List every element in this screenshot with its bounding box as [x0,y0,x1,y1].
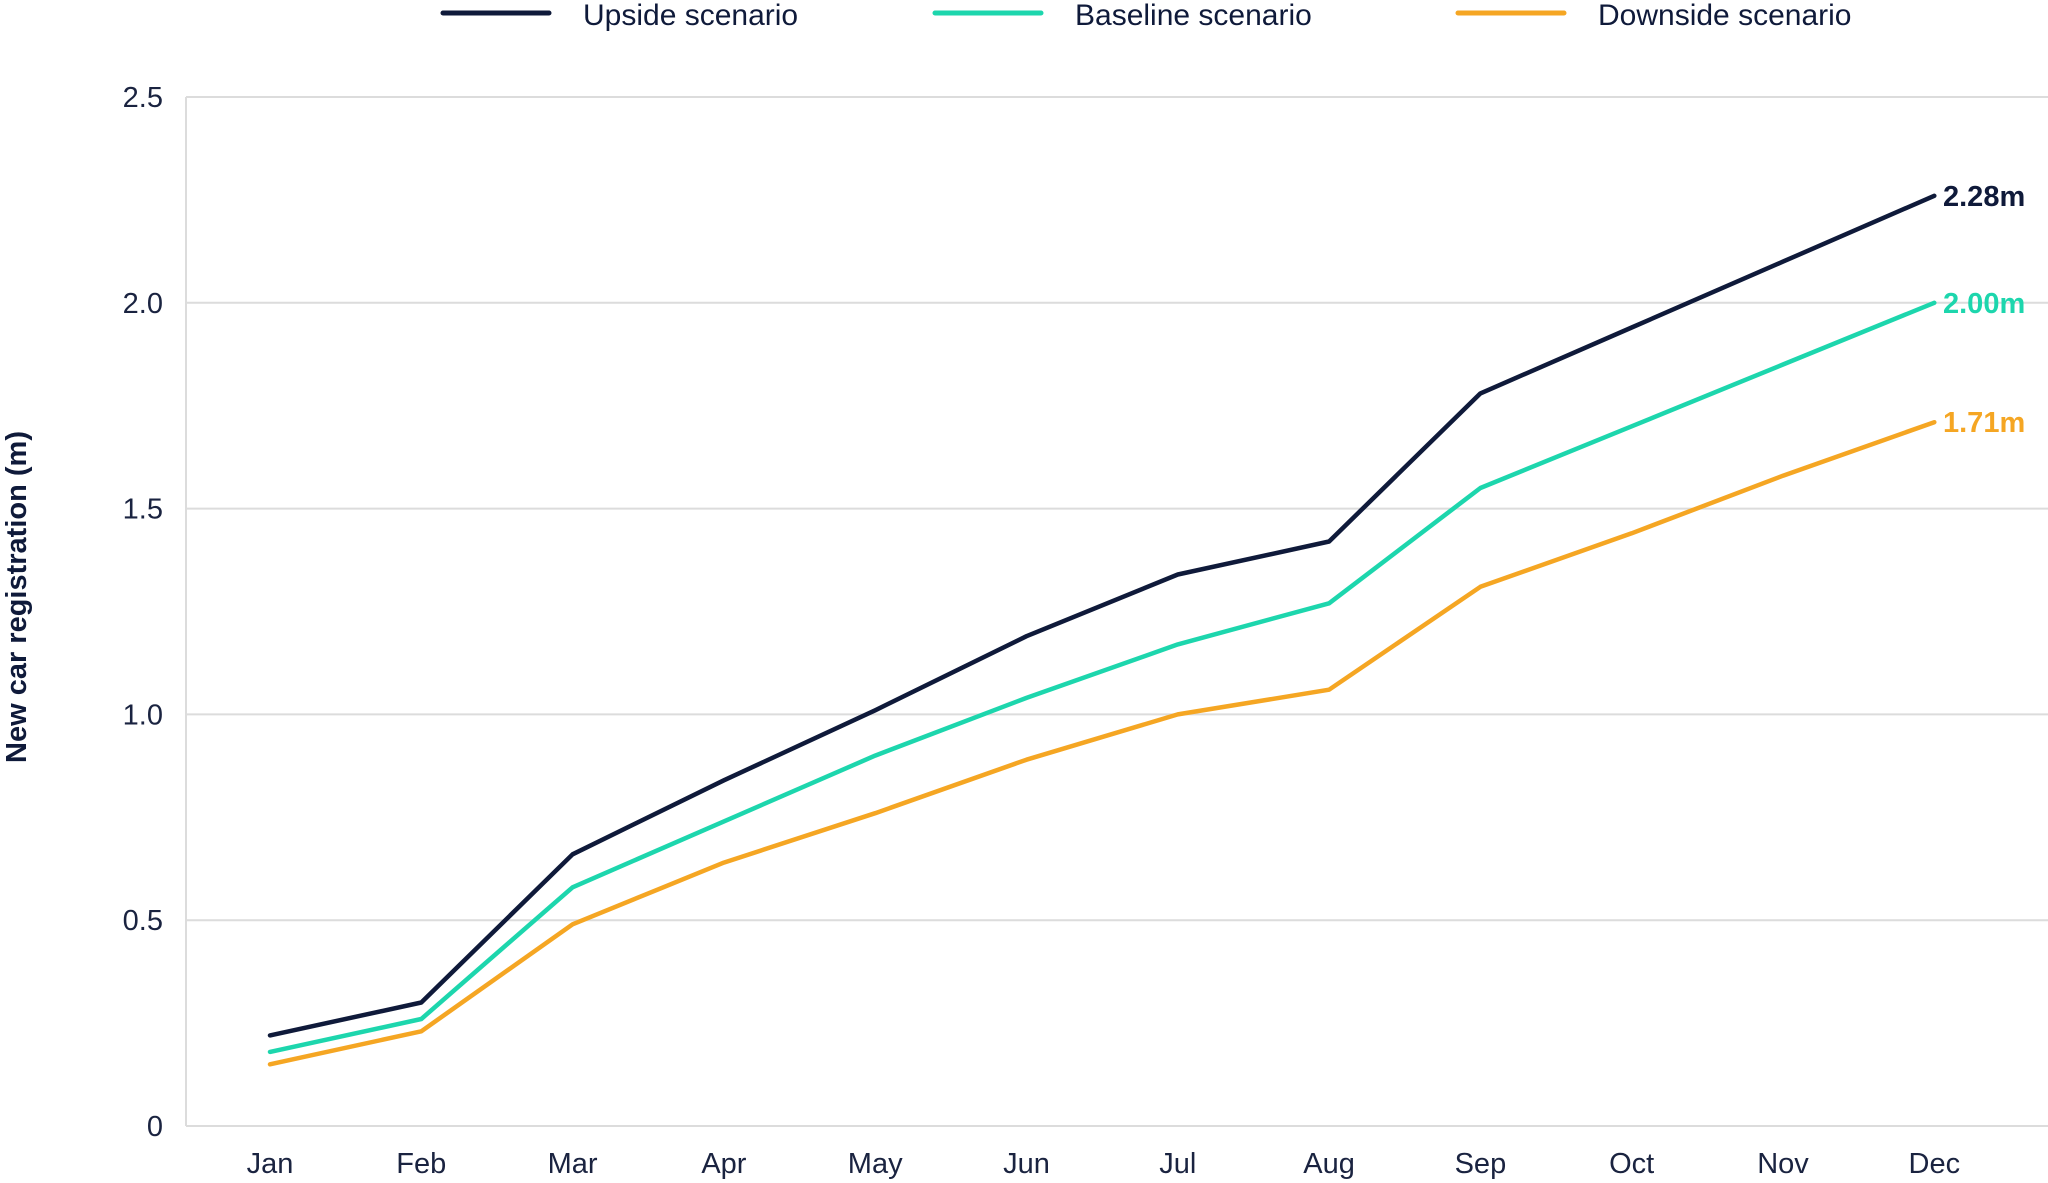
x-tick-label: Sep [1455,1148,1507,1180]
series-lines [267,193,1937,1067]
upside-scenario-end-label: 2.28m [1943,181,2025,213]
y-tick-labels: 0 0.5 1.0 1.5 2.0 2.5 [123,82,163,1143]
x-tick-label: Dec [1909,1148,1961,1180]
x-tick-label: Aug [1303,1148,1355,1180]
x-tick-label: Feb [396,1148,446,1180]
gridlines [186,96,2048,1127]
x-tick-label: Nov [1757,1148,1809,1180]
legend: Upside scenario Baseline scenario Downside… [440,0,1851,32]
x-tick-label: Oct [1609,1148,1654,1180]
x-tick-label: Apr [701,1148,746,1180]
legend-label-baseline-scenario: Baseline scenario [1075,0,1312,32]
y-tick-label: 2.0 [123,288,163,320]
x-tick-label: Jun [1003,1148,1050,1180]
legend-label-downside-scenario: Downside scenario [1598,0,1851,32]
legend-label-upside-scenario: Upside scenario [583,0,798,32]
y-tick-label: 1.0 [123,699,163,731]
x-tick-label: Mar [548,1148,598,1180]
baseline-scenario-end-label: 2.00m [1943,288,2025,320]
end-labels: 2.28m 2.00m 1.71m [1943,181,2025,439]
y-tick-label: 2.5 [123,82,163,114]
x-tick-label: May [848,1148,903,1180]
y-tick-label: 1.5 [123,494,163,526]
y-tick-label: 0 [147,1111,163,1143]
y-tick-label: 0.5 [123,905,163,937]
x-tick-label: Jan [247,1148,294,1180]
downside-scenario-line [267,419,1937,1067]
baseline-scenario-line [267,300,1937,1055]
downside-scenario-end-label: 1.71m [1943,407,2025,439]
upside-scenario-line [267,193,1937,1038]
x-tick-label: Jul [1159,1148,1196,1180]
y-axis-title: New car registration (m) [1,431,33,763]
x-tick-labels: Jan Feb Mar Apr May Jun Jul Aug Sep Oct Nov Dec [247,1148,1960,1180]
